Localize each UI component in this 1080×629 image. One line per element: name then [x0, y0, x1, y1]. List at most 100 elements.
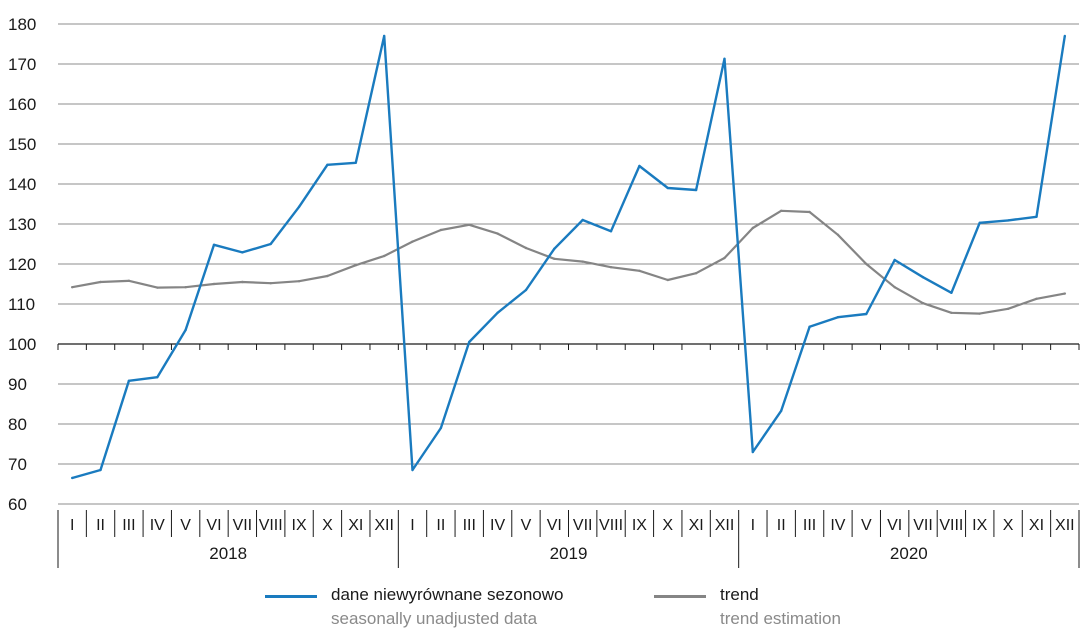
point-trend-20 [638, 270, 640, 272]
point-trend-14 [468, 224, 470, 226]
y-tick-label-160: 160 [8, 95, 36, 114]
point-unadjusted-20 [638, 165, 640, 167]
point-trend-34 [1035, 298, 1037, 300]
point-unadjusted-4 [184, 329, 186, 331]
month-label: IV [490, 517, 505, 534]
y-tick-label-150: 150 [8, 135, 36, 154]
month-label: XII [715, 517, 735, 534]
year-label-2018: 2018 [209, 544, 247, 563]
y-axis-ticks: 60 70 80 90 100 110 120 130 140 150 160 170 180 [8, 15, 36, 514]
month-label: X [322, 517, 333, 534]
point-trend-27 [837, 234, 839, 236]
point-trend-19 [610, 266, 612, 268]
y-tick-label-90: 90 [8, 375, 27, 394]
y-tick-label-70: 70 [8, 455, 27, 474]
series-line-trend [72, 211, 1065, 314]
point-unadjusted-26 [808, 326, 810, 328]
point-unadjusted-30 [922, 276, 924, 278]
point-unadjusted-33 [1007, 219, 1009, 221]
point-unadjusted-35 [1064, 35, 1066, 37]
month-label: VI [206, 517, 221, 534]
year-label-2020: 2020 [890, 544, 928, 563]
month-label: IV [150, 517, 165, 534]
point-trend-21 [667, 279, 669, 281]
month-label: XII [1055, 517, 1075, 534]
month-label: VIII [939, 517, 963, 534]
point-unadjusted-25 [780, 410, 782, 412]
point-unadjusted-19 [610, 230, 612, 232]
point-trend-17 [553, 258, 555, 260]
point-unadjusted-22 [695, 189, 697, 191]
point-unadjusted-32 [979, 222, 981, 224]
legend-swatch-trend [654, 595, 706, 598]
month-label: I [70, 517, 74, 534]
point-trend-35 [1064, 292, 1066, 294]
month-label: V [180, 517, 191, 534]
point-unadjusted-3 [156, 376, 158, 378]
y-tick-label-60: 60 [8, 495, 27, 514]
month-label: II [96, 517, 105, 534]
y-tick-label-120: 120 [8, 255, 36, 274]
point-trend-11 [383, 255, 385, 257]
y-tick-label-130: 130 [8, 215, 36, 234]
point-trend-15 [496, 232, 498, 234]
month-label: IX [972, 517, 987, 534]
point-trend-18 [581, 260, 583, 262]
month-label: V [861, 517, 872, 534]
point-unadjusted-0 [71, 477, 73, 479]
point-trend-2 [128, 280, 130, 282]
point-unadjusted-29 [893, 259, 895, 261]
y-tick-label-80: 80 [8, 415, 27, 434]
month-label: III [122, 517, 135, 534]
month-label: XI [348, 517, 363, 534]
series-line-unadjusted [72, 36, 1065, 478]
legend-sublabel-trend: trend estimation [720, 609, 841, 629]
point-unadjusted-34 [1035, 216, 1037, 218]
point-trend-33 [1007, 308, 1009, 310]
gridlines [58, 24, 1079, 504]
point-trend-29 [893, 286, 895, 288]
month-label: I [410, 517, 414, 534]
month-label: VIII [259, 517, 283, 534]
month-label: VII [573, 517, 593, 534]
point-trend-23 [723, 257, 725, 259]
point-unadjusted-12 [411, 469, 413, 471]
y-tick-label-170: 170 [8, 55, 36, 74]
point-trend-24 [752, 227, 754, 229]
point-unadjusted-15 [496, 312, 498, 314]
point-trend-22 [695, 272, 697, 274]
point-unadjusted-5 [213, 244, 215, 246]
point-trend-8 [298, 280, 300, 282]
legend-label-unadjusted: dane niewyrównane sezonowo [331, 585, 564, 605]
point-trend-12 [411, 240, 413, 242]
month-label: IX [292, 517, 307, 534]
point-trend-6 [241, 281, 243, 283]
point-unadjusted-28 [865, 313, 867, 315]
month-label: VIII [599, 517, 623, 534]
month-label: III [803, 517, 816, 534]
month-label: IX [632, 517, 647, 534]
point-trend-5 [213, 283, 215, 285]
y-tick-label-140: 140 [8, 175, 36, 194]
month-label: XI [1029, 517, 1044, 534]
point-unadjusted-9 [326, 164, 328, 166]
point-unadjusted-18 [581, 219, 583, 221]
point-unadjusted-6 [241, 251, 243, 253]
month-label: XII [374, 517, 394, 534]
year-label-2019: 2019 [550, 544, 588, 563]
point-unadjusted-21 [667, 187, 669, 189]
y-tick-label-180: 180 [8, 15, 36, 34]
month-label: V [521, 517, 532, 534]
month-label: X [662, 517, 673, 534]
point-unadjusted-1 [99, 469, 101, 471]
point-trend-25 [780, 210, 782, 212]
point-unadjusted-17 [553, 248, 555, 250]
point-trend-31 [950, 312, 952, 314]
point-unadjusted-31 [950, 292, 952, 294]
point-unadjusted-7 [270, 243, 272, 245]
point-trend-10 [355, 264, 357, 266]
month-label: I [751, 517, 755, 534]
point-unadjusted-10 [355, 162, 357, 164]
